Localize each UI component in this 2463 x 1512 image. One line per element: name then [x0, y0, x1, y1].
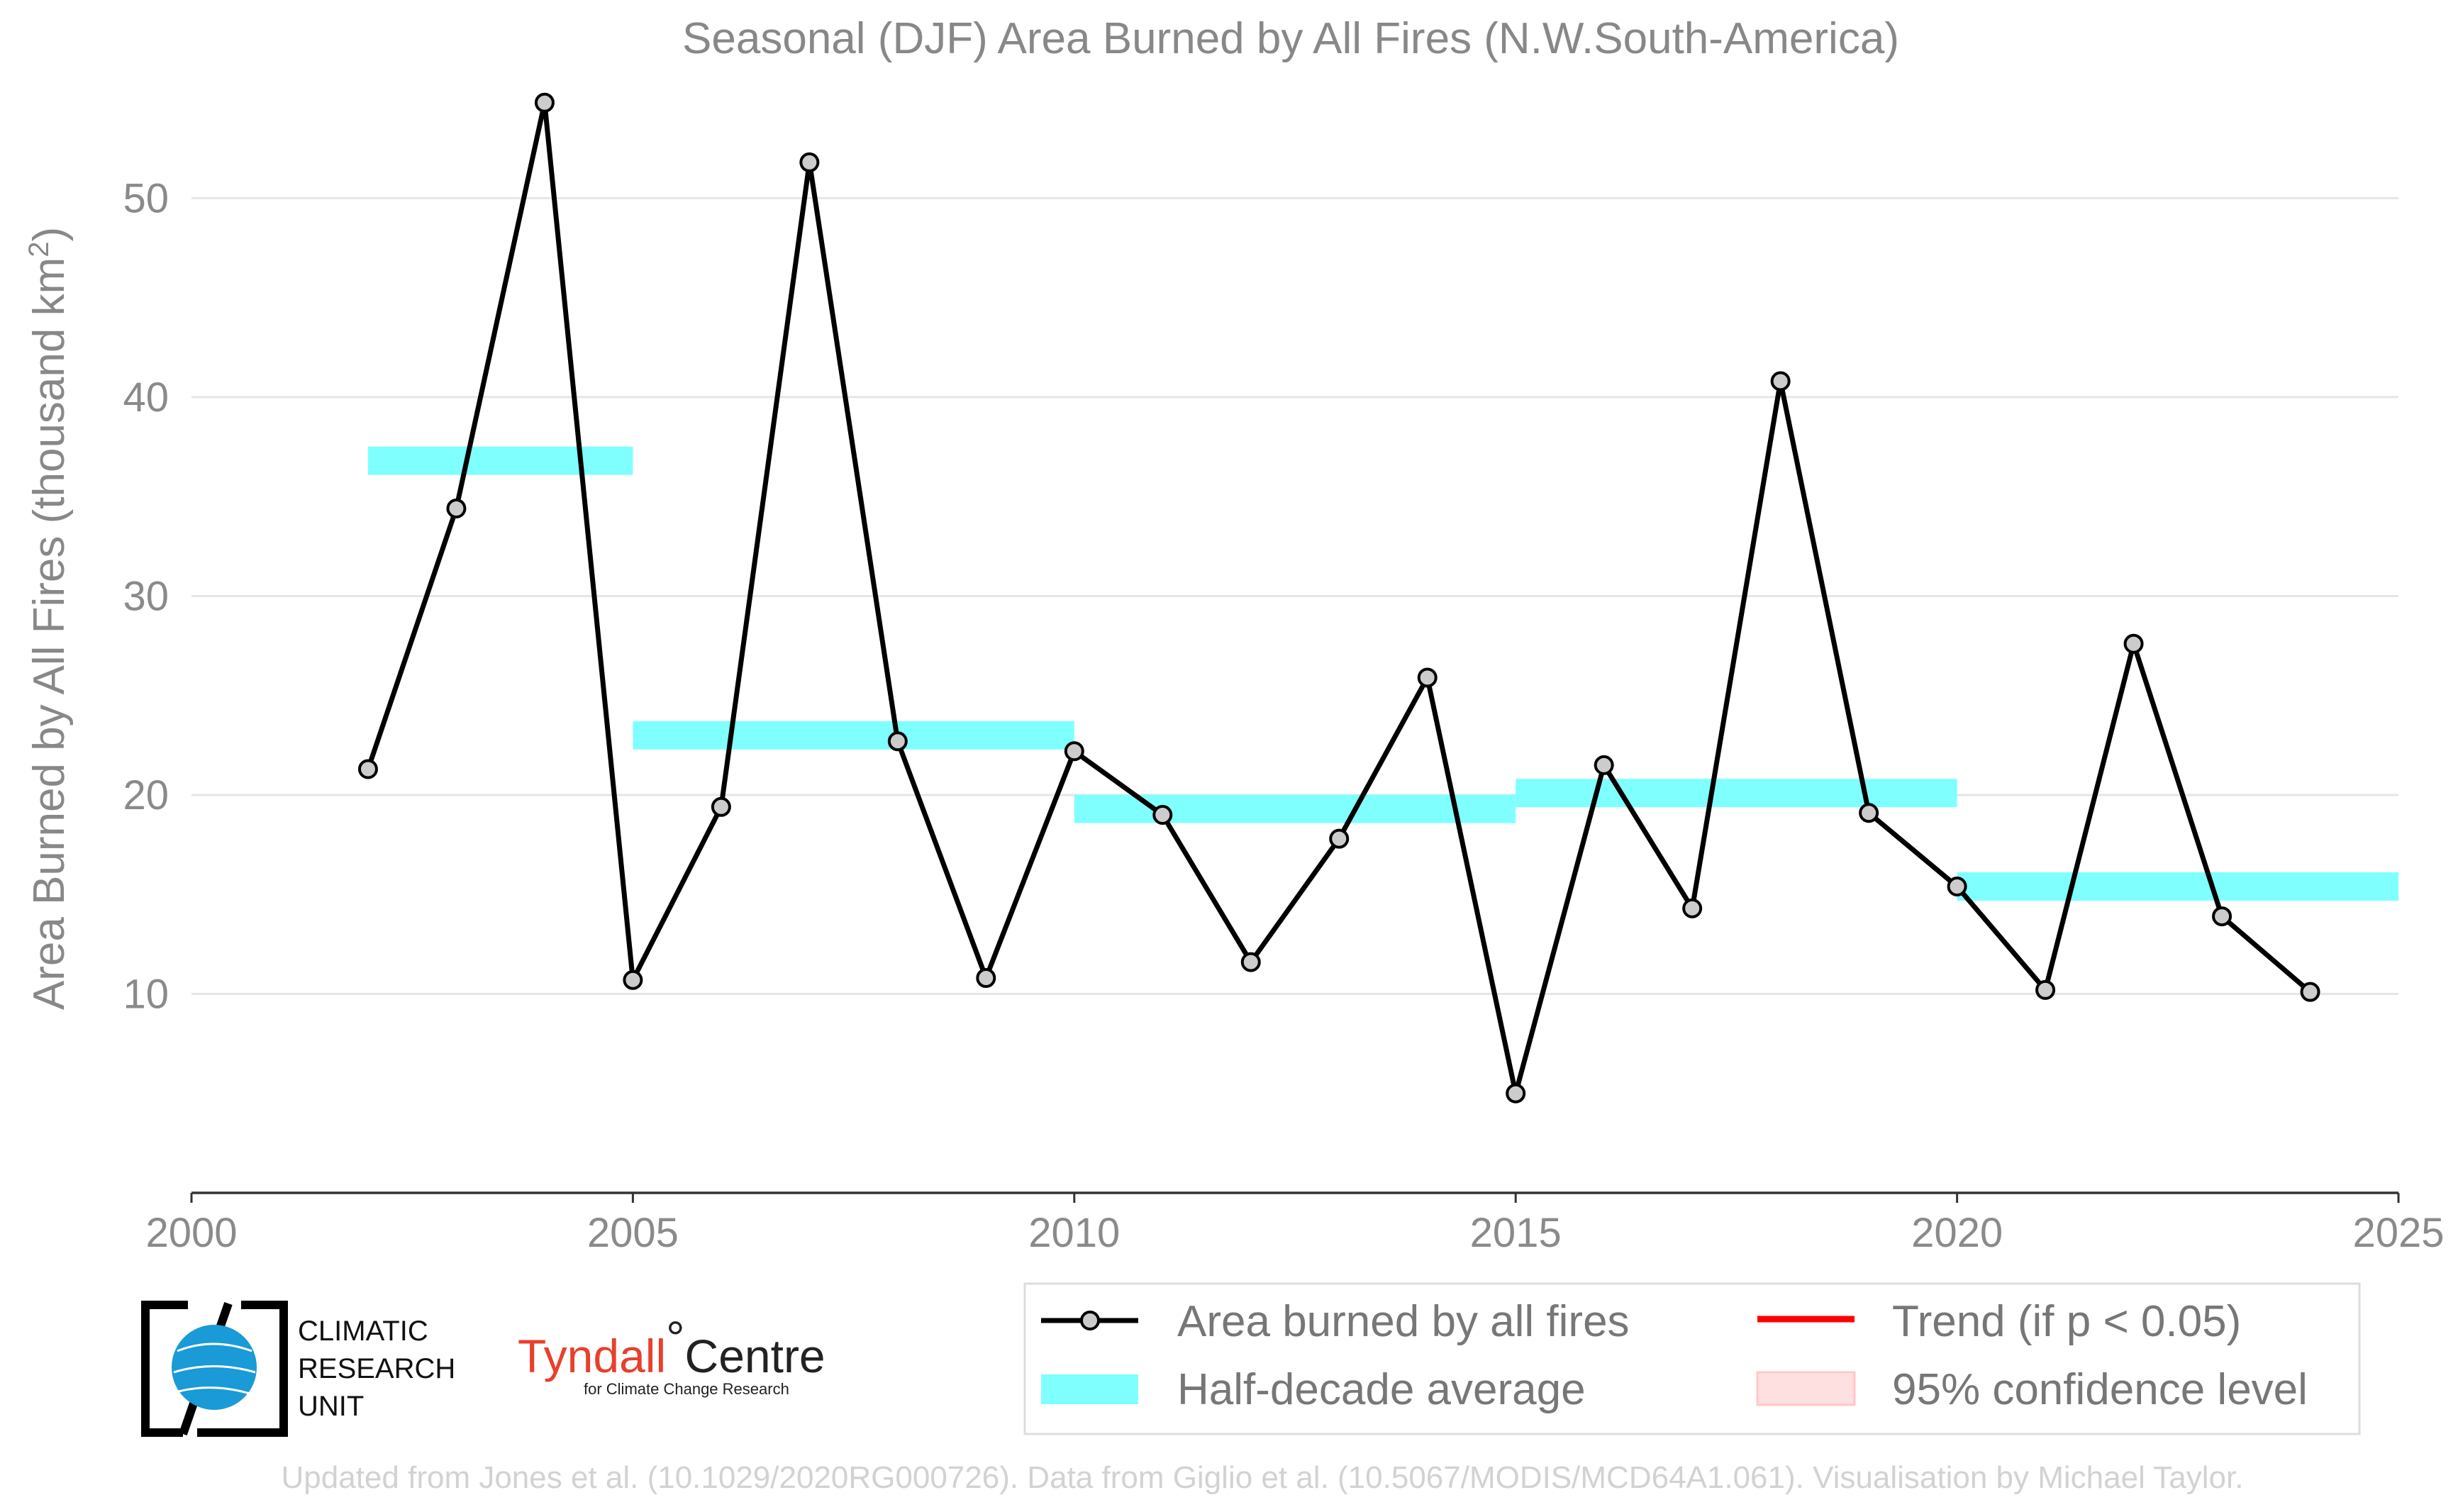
half-decade-bar-4: [1957, 872, 2398, 901]
y-tick-labels: 10 20 30 40 50: [123, 175, 169, 1017]
tyndall-name: Tyndall: [518, 1330, 666, 1382]
data-point-2013: [1329, 828, 1350, 849]
data-point-2010: [1064, 741, 1084, 762]
tyndall-logo: Tyndall°Centre for Climate Change Resear…: [518, 1311, 825, 1398]
cru-text-line-1: CLIMATIC: [298, 1316, 428, 1347]
data-point-2015: [1506, 1083, 1526, 1104]
legend-swatch-series-marker: [1080, 1311, 1100, 1330]
series-line-area-burned: [365, 100, 2312, 1096]
legend: Area burned by all fires Trend (if p < 0…: [1023, 1282, 2361, 1435]
y-tick-label-20: 20: [123, 772, 169, 818]
x-tick-label-2020: 2020: [1911, 1210, 2003, 1256]
legend-label-series: Area burned by all fires: [1177, 1297, 1630, 1346]
legend-label-trend: Trend (if p < 0.05): [1892, 1297, 2241, 1346]
tyndall-degree: °: [666, 1311, 684, 1364]
y-axis-label-main: Area Burned by All Fires (thousand km: [25, 257, 74, 1010]
footer-credit: Updated from Jones et al. (10.1029/2020R…: [282, 1460, 2244, 1495]
y-tick-label-30: 30: [123, 573, 169, 619]
data-point-2020: [1947, 877, 1967, 897]
data-point-2022: [2123, 633, 2144, 654]
half-decade-bar-0: [367, 446, 633, 475]
data-point-2021: [2035, 979, 2056, 1000]
data-point-2024: [2300, 982, 2320, 1002]
data-point-2016: [1594, 755, 1614, 775]
legend-box: [1023, 1282, 2361, 1435]
data-point-2003: [446, 499, 467, 519]
data-point-2017: [1682, 898, 1703, 918]
legend-item-series: Area burned by all fires: [1041, 1297, 1630, 1346]
data-point-2005: [623, 969, 643, 990]
data-point-2007: [799, 152, 820, 172]
x-tick-label-2025: 2025: [2352, 1210, 2444, 1256]
x-tick-labels: 2000 2005 2010 2015 2020 2025: [145, 1193, 2445, 1256]
y-axis-label: Area Burned by All Fires (thousand km2): [23, 227, 74, 1010]
data-point-2011: [1152, 805, 1173, 826]
cru-text-line-3: UNIT: [298, 1391, 364, 1422]
x-tick-label-2015: 2015: [1470, 1210, 1562, 1256]
data-point-2002: [357, 759, 378, 779]
data-point-2023: [2212, 906, 2233, 927]
cru-logo-bracket-right: [197, 1301, 288, 1437]
half-decade-bar-2: [1074, 794, 1516, 823]
data-point-2014: [1417, 667, 1438, 688]
legend-swatch-confidence: [1756, 1371, 1856, 1406]
legend-label-confidence: 95% confidence level: [1892, 1365, 2308, 1414]
x-tick-label-2005: 2005: [587, 1210, 679, 1256]
cru-logo: CLIMATIC RESEARCH UNIT: [141, 1301, 455, 1437]
half-decade-bar-3: [1516, 779, 1957, 808]
legend-item-half-decade: Half-decade average: [1041, 1365, 1586, 1414]
half-decade-bar-1: [633, 721, 1074, 750]
data-point-2008: [887, 731, 908, 752]
legend-item-confidence: 95% confidence level: [1756, 1365, 2308, 1414]
cru-text-line-2: RESEARCH: [298, 1353, 455, 1384]
y-axis-label-sup: 2: [23, 242, 55, 257]
x-tick-label-2010: 2010: [1028, 1210, 1120, 1256]
series-points: [357, 92, 2320, 1104]
tyndall-wordmark: Tyndall°Centre: [518, 1311, 825, 1382]
legend-item-trend: Trend (if p < 0.05): [1757, 1297, 2241, 1346]
x-tick-label-2000: 2000: [145, 1210, 237, 1256]
data-point-2012: [1240, 952, 1261, 972]
data-point-2018: [1770, 371, 1791, 391]
tyndall-centre: Centre: [685, 1330, 825, 1382]
tyndall-subtitle: for Climate Change Research: [584, 1380, 789, 1398]
gridlines: [191, 196, 2398, 995]
legend-swatch-half-decade: [1041, 1374, 1138, 1404]
chart-title: Seasonal (DJF) Area Burned by All Fires …: [682, 14, 1899, 63]
data-point-2009: [976, 968, 996, 989]
half-decade-average-bars: [367, 446, 2398, 901]
cru-logo-bracket-left: [141, 1301, 188, 1437]
y-tick-label-40: 40: [123, 374, 169, 421]
data-point-2019: [1859, 803, 1879, 823]
y-tick-label-10: 10: [123, 971, 169, 1017]
y-tick-label-50: 50: [123, 175, 169, 221]
data-point-2004: [534, 92, 555, 113]
legend-label-half-decade: Half-decade average: [1177, 1365, 1586, 1414]
data-point-2006: [711, 796, 731, 817]
cru-globe-contours: [173, 1343, 256, 1395]
y-axis-label-close: ): [25, 227, 74, 242]
